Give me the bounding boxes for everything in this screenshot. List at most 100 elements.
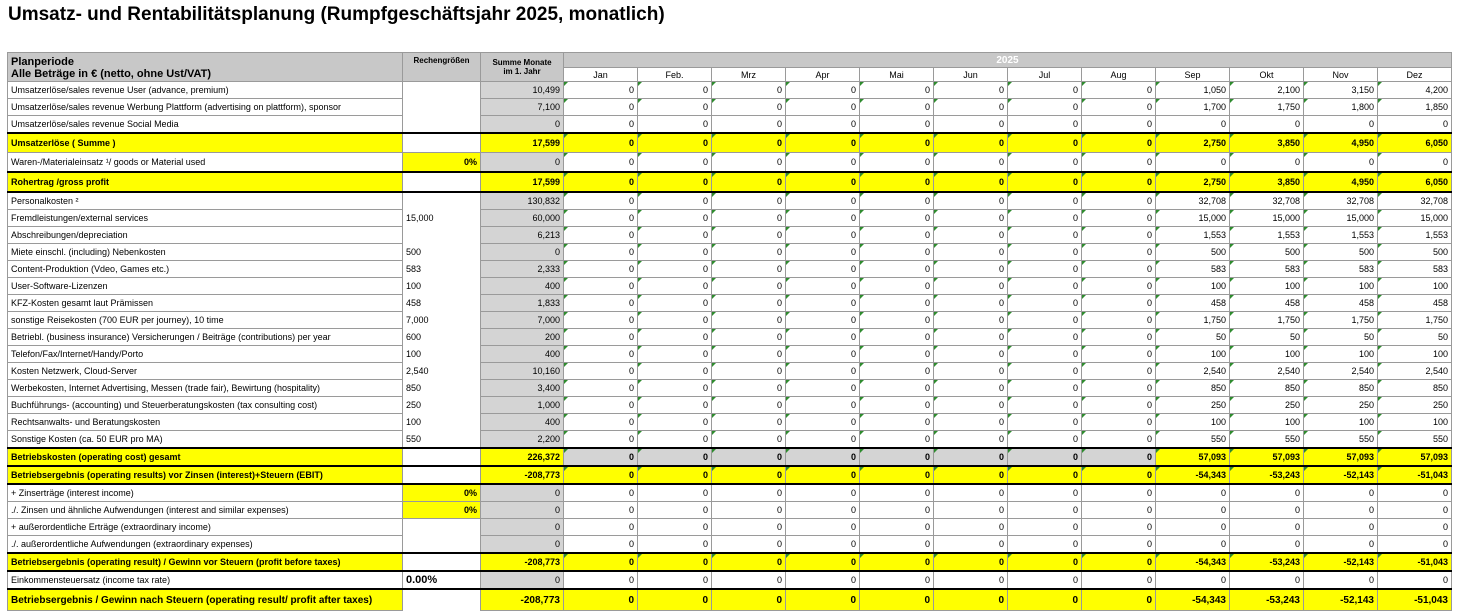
month-cell[interactable]: 0 <box>637 328 712 346</box>
month-cell[interactable]: -52,143 <box>1303 552 1378 572</box>
sum-cell[interactable]: 0 <box>480 152 564 173</box>
month-cell[interactable]: 0 <box>711 209 786 227</box>
month-cell[interactable]: 0 <box>785 396 860 414</box>
month-cell[interactable]: 0 <box>933 379 1008 397</box>
month-cell[interactable]: 15,000 <box>1229 209 1304 227</box>
month-cell[interactable]: 0 <box>1303 152 1378 173</box>
param-cell[interactable] <box>402 535 481 553</box>
month-cell[interactable]: 0 <box>859 311 934 329</box>
month-cell[interactable]: 0 <box>1081 483 1156 502</box>
month-cell[interactable]: 2,750 <box>1155 132 1230 153</box>
month-cell[interactable]: 0 <box>1303 518 1378 536</box>
month-cell[interactable]: 0 <box>859 260 934 278</box>
month-cell[interactable]: 0 <box>563 483 638 502</box>
month-cell[interactable]: 0 <box>1081 328 1156 346</box>
month-cell[interactable]: 458 <box>1155 294 1230 312</box>
row-label[interactable]: Einkommensteuersatz (income tax rate) <box>7 570 403 590</box>
month-cell[interactable]: 0 <box>933 115 1008 134</box>
month-cell[interactable]: 0 <box>933 171 1008 193</box>
month-cell[interactable]: 0 <box>1007 483 1082 502</box>
sum-cell[interactable]: 2,200 <box>480 430 564 449</box>
month-cell[interactable]: 0 <box>1155 535 1230 554</box>
month-cell[interactable]: 0 <box>859 447 934 467</box>
month-cell[interactable]: 0 <box>785 171 860 193</box>
header-label-cell[interactable]: Planperiode Alle Beträge in € (netto, oh… <box>7 52 403 82</box>
month-cell[interactable]: 0 <box>859 588 934 611</box>
month-cell[interactable]: 0 <box>711 243 786 261</box>
param-cell[interactable] <box>402 191 481 210</box>
sum-cell[interactable]: 3,400 <box>480 379 564 397</box>
month-cell[interactable]: 0 <box>1081 260 1156 278</box>
month-cell[interactable]: 0 <box>859 362 934 380</box>
month-cell[interactable]: 0 <box>1081 362 1156 380</box>
month-cell[interactable]: 0 <box>711 588 786 611</box>
month-cell[interactable]: 0 <box>1081 552 1156 572</box>
month-cell[interactable]: 0 <box>859 345 934 363</box>
sum-cell[interactable]: 400 <box>480 277 564 295</box>
month-cell[interactable]: 0 <box>563 209 638 227</box>
month-cell[interactable]: 0 <box>637 81 712 99</box>
month-cell[interactable]: 0 <box>933 430 1008 449</box>
month-cell[interactable]: 0 <box>1081 277 1156 295</box>
month-cell[interactable]: 50 <box>1303 328 1378 346</box>
month-cell[interactable]: 0 <box>1377 518 1452 536</box>
month-cell[interactable]: 32,708 <box>1303 191 1378 210</box>
sum-cell[interactable]: 1,000 <box>480 396 564 414</box>
month-cell[interactable]: 0 <box>933 518 1008 536</box>
month-cell[interactable]: 4,950 <box>1303 171 1378 193</box>
month-cell[interactable]: 0 <box>933 260 1008 278</box>
month-cell[interactable]: 0 <box>637 447 712 467</box>
month-cell[interactable]: -54,343 <box>1155 588 1230 611</box>
sum-cell[interactable]: -208,773 <box>480 552 564 572</box>
month-cell[interactable]: 0 <box>1007 81 1082 99</box>
month-cell[interactable]: 250 <box>1377 396 1452 414</box>
month-cell[interactable]: 0 <box>637 413 712 431</box>
month-cell[interactable]: 1,553 <box>1303 226 1378 244</box>
month-header-7[interactable]: Aug <box>1081 67 1156 82</box>
month-cell[interactable]: 0 <box>563 413 638 431</box>
month-cell[interactable]: 2,540 <box>1155 362 1230 380</box>
month-cell[interactable]: 458 <box>1229 294 1304 312</box>
month-cell[interactable]: 0 <box>711 171 786 193</box>
row-label[interactable]: Buchführungs- (accounting) und Steuerber… <box>7 396 403 414</box>
month-cell[interactable]: 0 <box>933 328 1008 346</box>
month-cell[interactable]: 2,540 <box>1303 362 1378 380</box>
row-label[interactable]: sonstige Reisekosten (700 EUR per journe… <box>7 311 403 329</box>
param-cell[interactable]: 7,000 <box>402 311 481 329</box>
month-cell[interactable]: 57,093 <box>1155 447 1230 467</box>
month-cell[interactable]: 0 <box>933 483 1008 502</box>
month-cell[interactable]: 0 <box>637 483 712 502</box>
month-cell[interactable]: 0 <box>711 413 786 431</box>
sum-cell[interactable]: 0 <box>480 501 564 519</box>
month-cell[interactable]: 0 <box>1007 396 1082 414</box>
month-cell[interactable]: 57,093 <box>1377 447 1452 467</box>
row-label[interactable]: ./. Zinsen und ähnliche Aufwendungen (in… <box>7 501 403 519</box>
month-cell[interactable]: 0 <box>1377 152 1452 173</box>
month-cell[interactable]: 0 <box>1007 260 1082 278</box>
month-cell[interactable]: 0 <box>785 518 860 536</box>
row-label[interactable]: + außerordentliche Erträge (extraordinar… <box>7 518 403 536</box>
month-cell[interactable]: 0 <box>1081 396 1156 414</box>
month-cell[interactable]: 0 <box>1377 115 1452 134</box>
month-cell[interactable]: 100 <box>1303 277 1378 295</box>
month-cell[interactable]: 0 <box>785 209 860 227</box>
month-cell[interactable]: 0 <box>711 396 786 414</box>
month-cell[interactable]: 0 <box>1081 81 1156 99</box>
month-cell[interactable]: 0 <box>933 413 1008 431</box>
param-cell[interactable]: 0% <box>402 152 481 173</box>
month-cell[interactable]: 0 <box>563 570 638 590</box>
month-cell[interactable]: 0 <box>637 209 712 227</box>
sum-cell[interactable]: 0 <box>480 518 564 536</box>
month-cell[interactable]: 100 <box>1377 277 1452 295</box>
month-cell[interactable]: 0 <box>859 209 934 227</box>
row-label[interactable]: Werbekosten, Internet Advertising, Messe… <box>7 379 403 397</box>
param-cell[interactable] <box>402 171 481 192</box>
month-cell[interactable]: 0 <box>933 209 1008 227</box>
month-cell[interactable]: 0 <box>711 152 786 173</box>
month-cell[interactable]: 4,200 <box>1377 81 1452 99</box>
month-cell[interactable]: 0 <box>859 98 934 116</box>
month-cell[interactable]: 0 <box>859 115 934 134</box>
month-cell[interactable]: 0 <box>1007 277 1082 295</box>
month-cell[interactable]: 0 <box>859 152 934 173</box>
month-cell[interactable]: 0 <box>1007 209 1082 227</box>
